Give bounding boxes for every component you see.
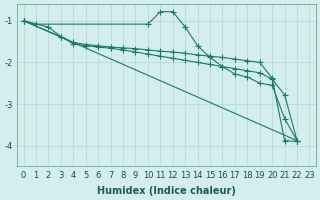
X-axis label: Humidex (Indice chaleur): Humidex (Indice chaleur) <box>97 186 236 196</box>
